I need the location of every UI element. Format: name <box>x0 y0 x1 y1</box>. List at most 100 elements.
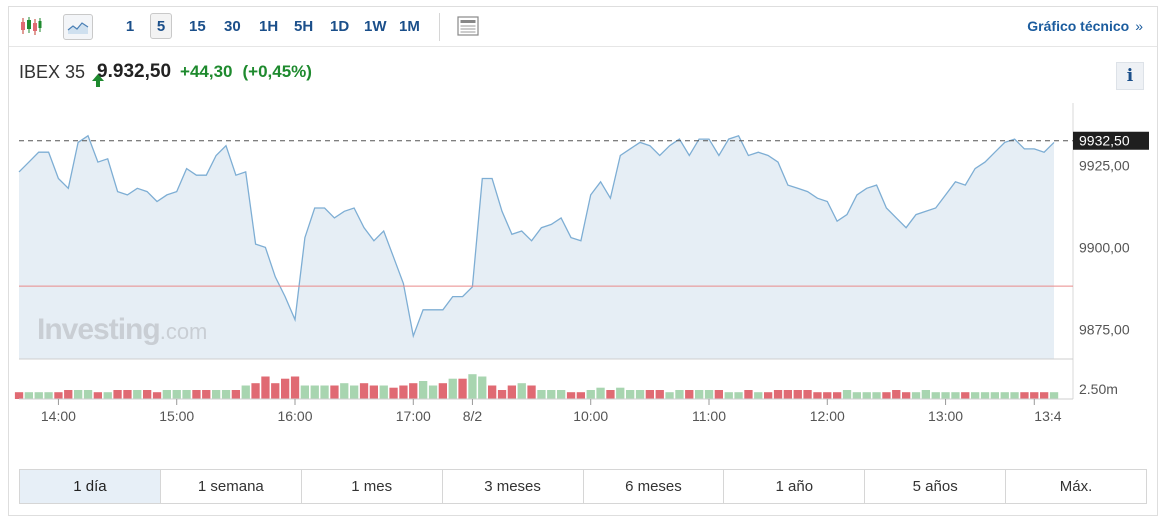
range-6-meses[interactable]: 6 meses <box>584 470 725 503</box>
volume-bar <box>448 378 457 399</box>
volume-bar <box>123 390 132 399</box>
volume-bar <box>902 392 911 399</box>
volume-bar <box>547 390 556 399</box>
volume-bar <box>113 390 122 399</box>
volume-bar <box>783 390 792 399</box>
volume-bar <box>931 392 940 399</box>
volume-bar <box>704 390 714 399</box>
interval-30[interactable]: 30 <box>224 17 241 35</box>
interval-1h[interactable]: 1H <box>259 17 279 35</box>
range-3-meses[interactable]: 3 meses <box>443 470 584 503</box>
volume-bar <box>1049 392 1059 399</box>
volume-bar <box>714 390 723 399</box>
volume-bar <box>152 392 162 399</box>
volume-bar <box>527 385 536 399</box>
price-change-percent: (+0,45%) <box>242 62 312 81</box>
range-1-semana[interactable]: 1 semana <box>161 470 302 503</box>
volume-bar <box>980 392 990 399</box>
volume-bar <box>665 392 674 399</box>
interval-1d[interactable]: 1D <box>330 17 350 35</box>
volume-bar <box>862 392 871 399</box>
volume-bar <box>182 390 191 399</box>
x-tick-label: 16:00 <box>277 408 312 424</box>
technical-chart-label: Gráfico técnico <box>1027 18 1130 34</box>
volume-bar <box>685 390 694 399</box>
interval-1m[interactable]: 1M <box>399 17 420 35</box>
volume-bar <box>369 385 378 399</box>
x-tick-label: 8/2 <box>463 408 483 424</box>
volume-bar <box>300 385 309 399</box>
x-tick-label: 14:00 <box>41 408 76 424</box>
volume-bar <box>241 385 250 399</box>
interval-1w[interactable]: 1W <box>364 17 387 35</box>
volume-bar <box>438 383 447 399</box>
interval-15[interactable]: 15 <box>189 17 206 35</box>
range-max[interactable]: Máx. <box>1059 478 1093 495</box>
volume-bar <box>468 374 477 399</box>
volume-bar <box>310 385 319 399</box>
watermark-suffix: .com <box>159 319 208 344</box>
volume-bar <box>852 392 861 399</box>
volume-bar <box>507 385 516 399</box>
range-1-dia[interactable]: 1 día <box>20 470 161 503</box>
volume-bar <box>389 387 398 399</box>
volume-bar <box>606 390 615 399</box>
range-selector: 1 día 1 semana 1 mes 3 meses 6 meses 1 a… <box>19 469 1147 504</box>
volume-bar <box>83 390 93 399</box>
watermark-brand: Investing <box>37 313 161 346</box>
volume-bar <box>1010 392 1019 399</box>
volume-bar <box>1020 392 1029 399</box>
price-change: +44,30 <box>180 62 233 81</box>
volume-bar <box>281 378 290 399</box>
volume-bar <box>793 390 802 399</box>
volume-bar <box>478 376 487 399</box>
interval-5h[interactable]: 5H <box>294 17 314 35</box>
volume-bar <box>695 390 704 399</box>
volume-bar <box>724 392 733 399</box>
volume-bar <box>143 390 152 399</box>
volume-bar <box>231 390 240 399</box>
volume-bar <box>596 387 605 399</box>
technical-chart-link[interactable]: Gráfico técnico » <box>1027 18 1143 34</box>
volume-bar <box>34 392 43 399</box>
volume-bar <box>971 392 980 399</box>
volume-bar <box>162 390 171 399</box>
volume-bar <box>961 392 970 399</box>
volume-bar <box>616 387 625 399</box>
volume-bar <box>892 390 901 399</box>
volume-bar <box>212 390 221 399</box>
volume-bar <box>773 390 783 399</box>
candlestick-chart-icon[interactable] <box>19 14 43 38</box>
volume-bar <box>428 385 438 399</box>
volume-bar <box>379 385 388 399</box>
y-tick-label: 9900,00 <box>1079 239 1130 255</box>
volume-bar <box>911 392 921 399</box>
info-button[interactable]: i <box>1116 62 1144 90</box>
last-price-badge <box>1073 131 1149 150</box>
volume-bar <box>14 392 24 399</box>
volume-bar <box>517 383 526 399</box>
volume-bar <box>93 392 102 399</box>
range-1-ano[interactable]: 1 año <box>724 470 866 503</box>
volume-bar <box>586 390 595 399</box>
volume-bar <box>251 383 260 399</box>
volume-bar <box>221 390 231 399</box>
volume-bar <box>1000 392 1009 399</box>
volume-bar <box>764 392 773 399</box>
news-icon[interactable] <box>456 14 480 38</box>
volume-bar <box>655 390 664 399</box>
volume-bar <box>635 390 645 399</box>
range-1-mes[interactable]: 1 mes <box>302 470 443 503</box>
range-5-anos[interactable]: 5 años <box>865 470 1007 503</box>
volume-bar <box>64 390 73 399</box>
area-chart-icon[interactable] <box>63 14 93 40</box>
volume-bar <box>290 376 300 399</box>
volume-bar <box>320 385 329 399</box>
double-chevron-right-icon: » <box>1135 18 1143 34</box>
investing-watermark-logo: Investing.com <box>37 313 207 347</box>
volume-bar <box>842 390 852 399</box>
interval-1[interactable]: 1 <box>125 17 135 35</box>
x-tick-label: 13:4 <box>1034 408 1061 424</box>
x-tick-label: 17:00 <box>396 408 431 424</box>
interval-5[interactable]: 5 <box>150 13 172 39</box>
